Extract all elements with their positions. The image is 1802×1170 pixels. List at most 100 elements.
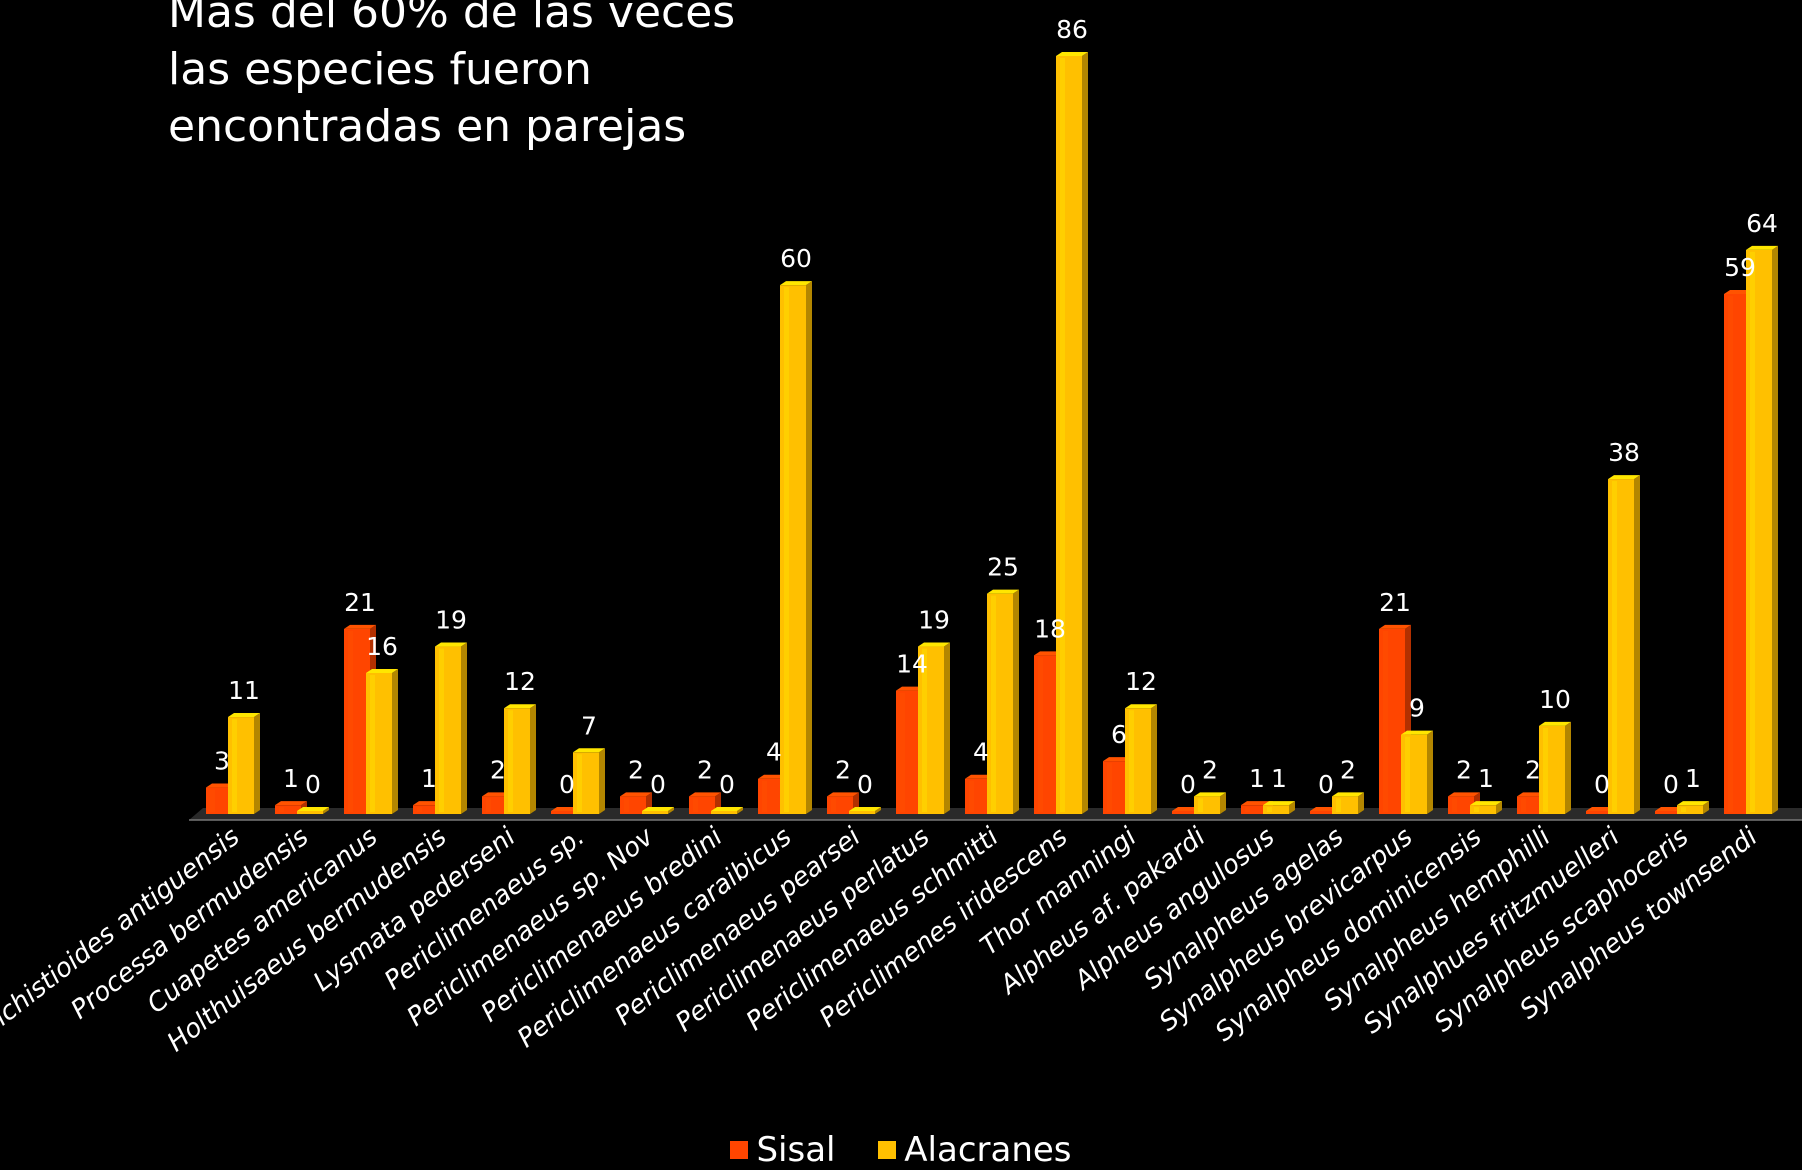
data-label-alacranes-3: 19: [435, 606, 467, 635]
bar-front: [366, 672, 392, 814]
bar-side: [1151, 704, 1157, 814]
data-label-alacranes-2: 16: [366, 632, 398, 661]
bar-front: [573, 752, 599, 814]
bar-alacranes-19: [1539, 721, 1571, 814]
data-label-alacranes-13: 12: [1125, 667, 1157, 696]
bar-top: [366, 668, 398, 673]
bar-alacranes-4: [504, 704, 536, 814]
bar-front: [1401, 734, 1427, 814]
data-label-alacranes-4: 12: [504, 667, 536, 696]
bar-side: [944, 642, 950, 814]
bar-highlight: [762, 780, 767, 812]
data-label-sisal-3: 1: [421, 764, 437, 793]
bar-alacranes-3: [435, 642, 467, 814]
bar-highlight: [1336, 798, 1341, 812]
bar-highlight: [577, 754, 582, 812]
bar-highlight: [348, 630, 353, 812]
bar-front: [1172, 811, 1198, 814]
bar-alacranes-17: [1401, 730, 1433, 814]
bar-top: [1608, 475, 1640, 480]
data-label-sisal-22: 59: [1724, 253, 1756, 282]
data-label-sisal-2: 21: [344, 588, 376, 617]
bar-alacranes-22: [1746, 245, 1778, 814]
bar-side: [668, 807, 674, 814]
bar-front: [1310, 811, 1336, 814]
bar-alacranes-11: [987, 589, 1019, 814]
bar-side: [1082, 52, 1088, 814]
bar-front: [849, 811, 875, 814]
bar-top: [642, 807, 674, 811]
bar-highlight: [1452, 798, 1457, 812]
bar-highlight: [1060, 58, 1065, 812]
bar-alacranes-12: [1056, 52, 1088, 814]
data-label-alacranes-11: 25: [987, 553, 1019, 582]
bar-alacranes-20: [1608, 475, 1640, 814]
bar-alacranes-15: [1263, 801, 1295, 814]
bar-alacranes-10: [918, 642, 950, 814]
bar-top: [1470, 801, 1502, 806]
bar-side: [461, 642, 467, 814]
bar-top: [1379, 624, 1411, 629]
bar-side: [1289, 801, 1295, 814]
bar-side: [392, 668, 398, 814]
bar-highlight: [370, 674, 375, 812]
data-label-alacranes-21: 1: [1685, 764, 1701, 793]
bar-highlight: [784, 287, 789, 812]
bar-top: [275, 801, 307, 806]
bar-highlight: [1405, 736, 1410, 812]
bar-front: [1677, 805, 1703, 814]
chart-title: Mas del 60% de las veces las especies fu…: [168, 0, 736, 152]
bar-front: [297, 811, 323, 814]
data-label-sisal-7: 2: [697, 755, 713, 784]
bars-group: [206, 52, 1778, 814]
data-label-sisal-12: 18: [1034, 614, 1066, 643]
bar-alacranes-18: [1470, 801, 1502, 814]
bar-front: [1586, 811, 1612, 814]
bar-top: [689, 792, 721, 797]
bar-side: [1634, 475, 1640, 814]
bar-alacranes-13: [1125, 704, 1157, 814]
bar-top: [1401, 730, 1433, 735]
bar-front: [780, 285, 806, 814]
bar-side: [1772, 245, 1778, 814]
bar-front: [1746, 249, 1772, 814]
bar-side: [530, 704, 536, 814]
bar-highlight: [279, 807, 284, 812]
bar-side: [323, 807, 329, 814]
bar-highlight: [508, 710, 513, 812]
bar-highlight: [1474, 807, 1479, 812]
data-label-sisal-19: 2: [1525, 755, 1541, 784]
data-label-alacranes-19: 10: [1539, 685, 1571, 714]
data-label-alacranes-0: 11: [228, 676, 260, 705]
bar-front: [711, 811, 737, 814]
bar-side: [806, 281, 812, 814]
bar-highlight: [1728, 295, 1733, 812]
bar-top: [1263, 801, 1295, 806]
bar-top: [435, 642, 467, 647]
bar-side: [1703, 801, 1709, 814]
data-label-sisal-6: 2: [628, 755, 644, 784]
bar-front: [1194, 796, 1220, 814]
data-label-sisal-11: 4: [973, 738, 989, 767]
bar-alacranes-1: [297, 807, 329, 814]
bar-alacranes-8: [780, 281, 812, 814]
data-label-sisal-5: 0: [559, 770, 575, 799]
legend-label-sisal: Sisal: [756, 1130, 836, 1170]
bar-highlight: [210, 789, 215, 812]
bar-alacranes-7: [711, 807, 743, 814]
data-label-alacranes-15: 1: [1271, 764, 1287, 793]
bar-top: [228, 713, 260, 718]
data-label-sisal-20: 0: [1594, 770, 1610, 799]
bar-top: [1332, 792, 1364, 797]
bar-highlight: [900, 692, 905, 812]
legend-swatch-alacranes: [878, 1141, 897, 1159]
bar-front: [1608, 479, 1634, 814]
bar-highlight: [624, 798, 629, 812]
bar-highlight: [969, 780, 974, 812]
bar-front: [1332, 796, 1358, 814]
bar-alacranes-21: [1677, 801, 1709, 814]
data-label-alacranes-1: 0: [305, 770, 321, 799]
bar-side: [1220, 792, 1226, 814]
bar-front: [413, 805, 439, 814]
